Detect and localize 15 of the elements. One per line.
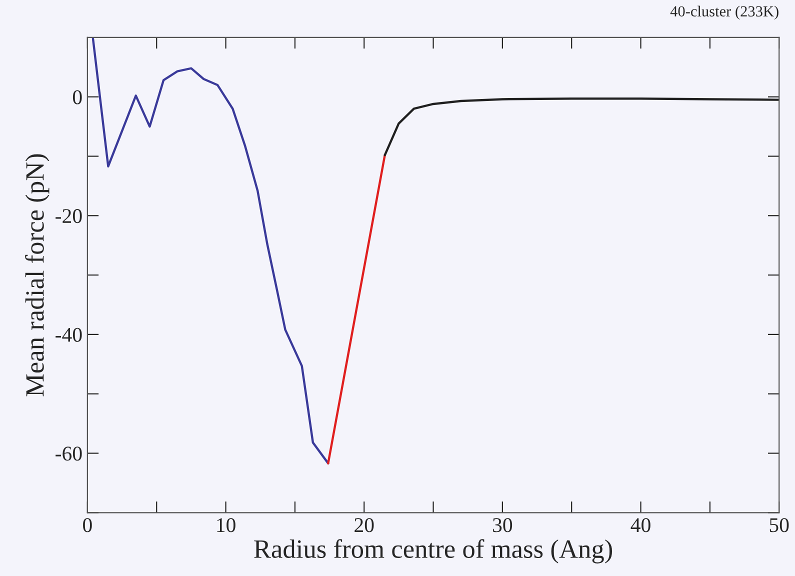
x-tick-label: 40 [630,518,650,532]
x-tick-label: 50 [770,518,789,532]
y-axis-title: Mean radial force (pN) [25,154,50,396]
text: 40-cluster (233K) [670,6,778,20]
line-series [384,98,780,156]
x-tick-label: 20 [354,518,374,532]
x-tick-label: 30 [493,518,512,532]
line-series [92,38,330,464]
y-tick-label: -60 [56,446,82,461]
x-axis-title: Radius from centre of mass (Ang) [254,539,612,564]
y-tick-label: -40 [56,328,82,342]
x-tick-label: 10 [217,518,236,532]
y-tick-label: -20 [56,209,82,224]
x-tick-label: 0 [83,518,92,532]
y-tick-label: 0 [72,90,82,104]
